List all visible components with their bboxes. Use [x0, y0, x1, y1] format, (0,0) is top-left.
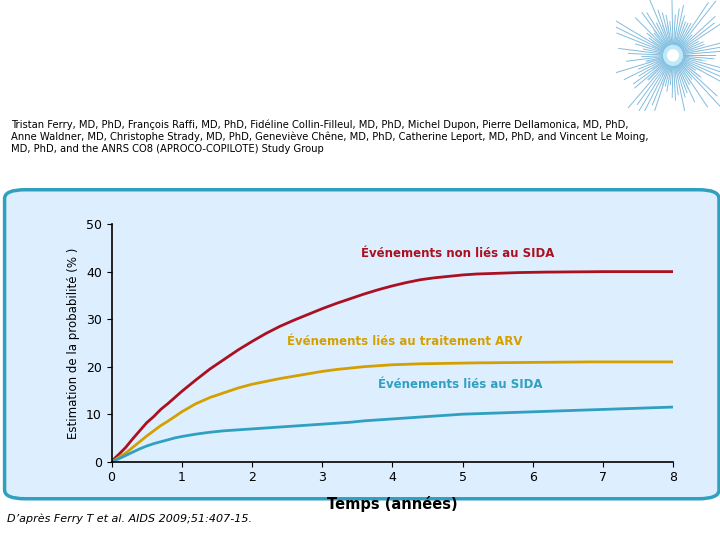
- Text: Uncontrolled Viral Replication as a Risk Factor for Non-AIDS
Severe Clinical Eve: Uncontrolled Viral Replication as a Risk…: [15, 26, 527, 80]
- Circle shape: [664, 45, 683, 65]
- Text: D’après Ferry T et al. AIDS 2009;51:407-15.: D’après Ferry T et al. AIDS 2009;51:407-…: [7, 513, 252, 524]
- Y-axis label: Estimation de la probabilité (% ): Estimation de la probabilité (% ): [68, 247, 81, 438]
- Text: Événements liés au SIDA: Événements liés au SIDA: [379, 378, 543, 391]
- Circle shape: [668, 50, 678, 61]
- Text: 6: 6: [691, 517, 702, 532]
- Text: Événements non liés au SIDA: Événements non liés au SIDA: [361, 247, 554, 260]
- Text: Événements liés au traitement ARV: Événements liés au traitement ARV: [287, 335, 523, 348]
- FancyBboxPatch shape: [4, 190, 719, 499]
- Text: Tristan Ferry, MD, PhD, François Raffi, MD, PhD, Fidéline Collin-Filleul, MD, Ph: Tristan Ferry, MD, PhD, François Raffi, …: [11, 120, 648, 154]
- X-axis label: Temps (années): Temps (années): [327, 496, 458, 511]
